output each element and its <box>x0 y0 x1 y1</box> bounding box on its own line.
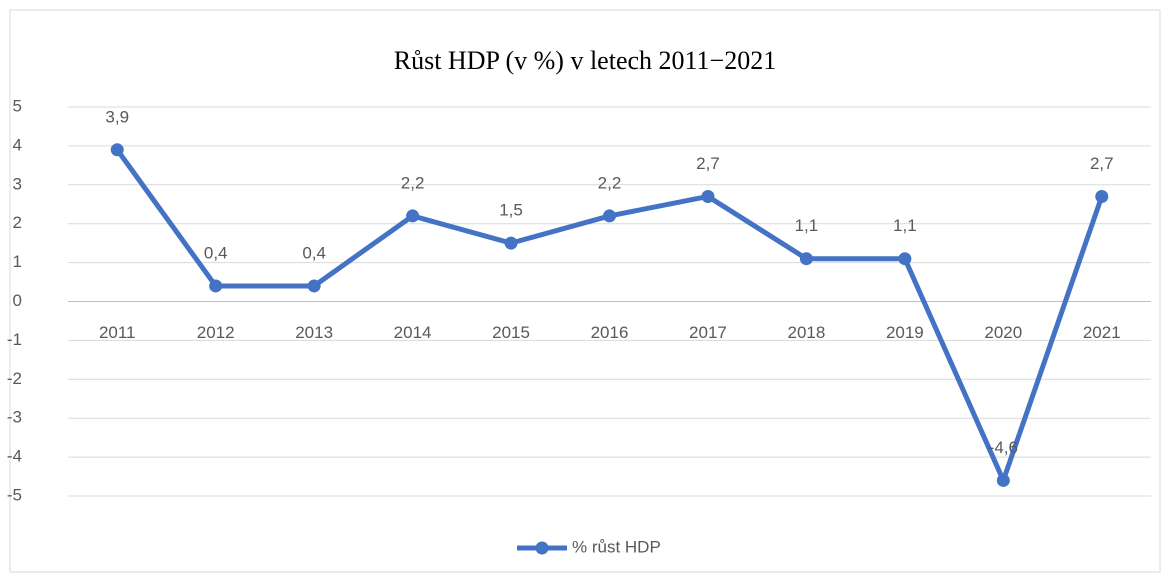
data-label: 0,4 <box>204 243 228 262</box>
x-tick-label: 2011 <box>99 323 136 342</box>
data-label: 3,9 <box>105 107 129 126</box>
data-point <box>209 279 223 293</box>
data-point <box>307 279 321 293</box>
data-label: 1,1 <box>893 216 917 235</box>
x-tick-label: 2019 <box>886 323 924 342</box>
data-label: 0,4 <box>302 243 326 262</box>
y-tick-label: 4 <box>13 135 22 154</box>
data-point <box>1095 189 1109 203</box>
x-tick-label: 2020 <box>984 323 1022 342</box>
data-point <box>504 236 518 250</box>
x-tick-label: 2016 <box>591 323 629 342</box>
legend-label: % růst HDP <box>572 537 661 556</box>
x-tick-label: 2012 <box>197 323 235 342</box>
y-tick-label: -1 <box>7 330 22 349</box>
data-label: -4,6 <box>989 438 1018 457</box>
y-tick-label: -2 <box>7 369 22 388</box>
y-tick-label: 5 <box>13 96 22 115</box>
y-tick-label: 3 <box>13 174 22 193</box>
x-tick-label: 2015 <box>492 323 530 342</box>
y-tick-label: 1 <box>13 252 22 271</box>
data-point <box>406 209 420 223</box>
data-label: 2,7 <box>1090 154 1114 173</box>
data-point <box>701 189 715 203</box>
data-point <box>898 252 912 266</box>
y-tick-label: -4 <box>7 447 22 466</box>
data-label: 1,1 <box>795 216 819 235</box>
data-label: 2,7 <box>696 154 720 173</box>
y-tick-label: 2 <box>13 213 22 232</box>
x-tick-label: 2014 <box>394 323 432 342</box>
data-point <box>996 473 1010 487</box>
x-tick-label: 2017 <box>689 323 727 342</box>
x-tick-label: 2021 <box>1083 323 1121 342</box>
chart-border <box>9 9 1161 573</box>
legend-marker <box>535 541 549 555</box>
data-label: 1,5 <box>499 201 523 220</box>
x-tick-label: 2013 <box>295 323 333 342</box>
data-point <box>603 209 616 223</box>
chart-title: Růst HDP (v %) v letech 2011−2021 <box>394 46 776 75</box>
x-tick-label: 2018 <box>787 323 825 342</box>
data-point <box>110 143 124 157</box>
data-label: 2,2 <box>401 173 425 192</box>
y-tick-label: -5 <box>7 485 22 504</box>
data-point <box>799 252 813 266</box>
data-label: 2,2 <box>598 173 622 192</box>
y-tick-label: -3 <box>7 408 22 427</box>
y-tick-label: 0 <box>13 291 22 310</box>
